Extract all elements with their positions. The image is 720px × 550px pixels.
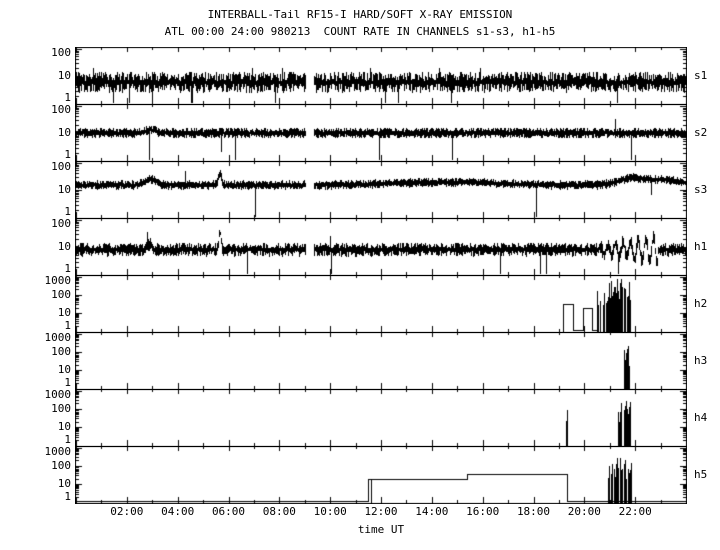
x-tick-label: 22:00 — [618, 505, 652, 518]
channel-label: s2 — [694, 126, 708, 139]
x-tick-label: 06:00 — [211, 505, 246, 518]
channel-label: h4 — [694, 411, 708, 424]
y-tick-label: 1000 — [44, 274, 72, 287]
y-tick-label: 10 — [57, 126, 71, 139]
x-tick-label: 18:00 — [516, 505, 551, 518]
y-tick-label: 10 — [57, 363, 71, 376]
x-tick-label: 04:00 — [161, 505, 195, 518]
panel-h2 — [75, 275, 687, 333]
channel-label: s3 — [694, 183, 708, 196]
y-tick-label: 1 — [64, 262, 71, 275]
y-tick-label: 100 — [51, 46, 71, 59]
channel-label: h3 — [694, 354, 708, 367]
x-tick-label: 08:00 — [262, 505, 296, 518]
panel-h1 — [75, 218, 687, 276]
figure-title: INTERBALL-Tail RF15-I HARD/SOFT X-RAY EM… — [207, 8, 513, 21]
y-tick-label: 100 — [51, 103, 71, 116]
y-tick-label: 10 — [57, 306, 71, 319]
y-tick-label: 100 — [51, 288, 71, 301]
y-tick-label: 1 — [64, 91, 71, 104]
y-tick-label: 100 — [51, 345, 71, 358]
panel-h5 — [75, 446, 687, 504]
panel-s2 — [75, 104, 687, 162]
y-tick-label: 1000 — [44, 445, 72, 458]
panel-s3 — [75, 161, 687, 219]
channel-label: h2 — [694, 297, 708, 310]
y-tick-label: 100 — [51, 217, 71, 230]
panel-h3 — [75, 332, 687, 390]
x-tick-label: 02:00 — [110, 505, 144, 518]
y-tick-label: 100 — [51, 402, 71, 415]
x-tick-label: 16:00 — [466, 505, 500, 518]
y-tick-label: 1 — [64, 376, 71, 389]
y-tick-label: 1 — [64, 319, 71, 332]
y-tick-label: 100 — [51, 459, 71, 472]
y-tick-label: 10 — [57, 420, 71, 433]
x-axis-title: time UT — [357, 523, 405, 536]
panel-h4 — [75, 389, 687, 447]
x-tick-label: 12:00 — [364, 505, 398, 518]
x-tick-label: 10:00 — [313, 505, 347, 518]
y-tick-label: 1 — [64, 433, 71, 446]
channel-label: s1 — [694, 69, 708, 82]
x-tick-label: 20:00 — [567, 505, 601, 518]
y-tick-label: 10 — [57, 240, 71, 253]
x-tick-label: 14:00 — [415, 505, 449, 518]
y-tick-label: 1000 — [44, 388, 72, 401]
figure-subtitle: ATL 00:00 24:00 980213 COUNT RATE IN CHA… — [164, 25, 556, 38]
panel-s1 — [75, 47, 687, 105]
y-tick-label: 100 — [51, 160, 71, 173]
y-tick-label: 1000 — [44, 331, 72, 344]
y-tick-label: 10 — [57, 69, 71, 82]
channel-label: h5 — [694, 468, 708, 481]
y-tick-label: 10 — [57, 183, 71, 196]
y-tick-label: 1 — [64, 148, 71, 161]
y-tick-label: 1 — [64, 490, 71, 503]
channel-label: h1 — [694, 240, 708, 253]
y-tick-label: 1 — [64, 205, 71, 218]
y-tick-label: 10 — [57, 477, 71, 490]
